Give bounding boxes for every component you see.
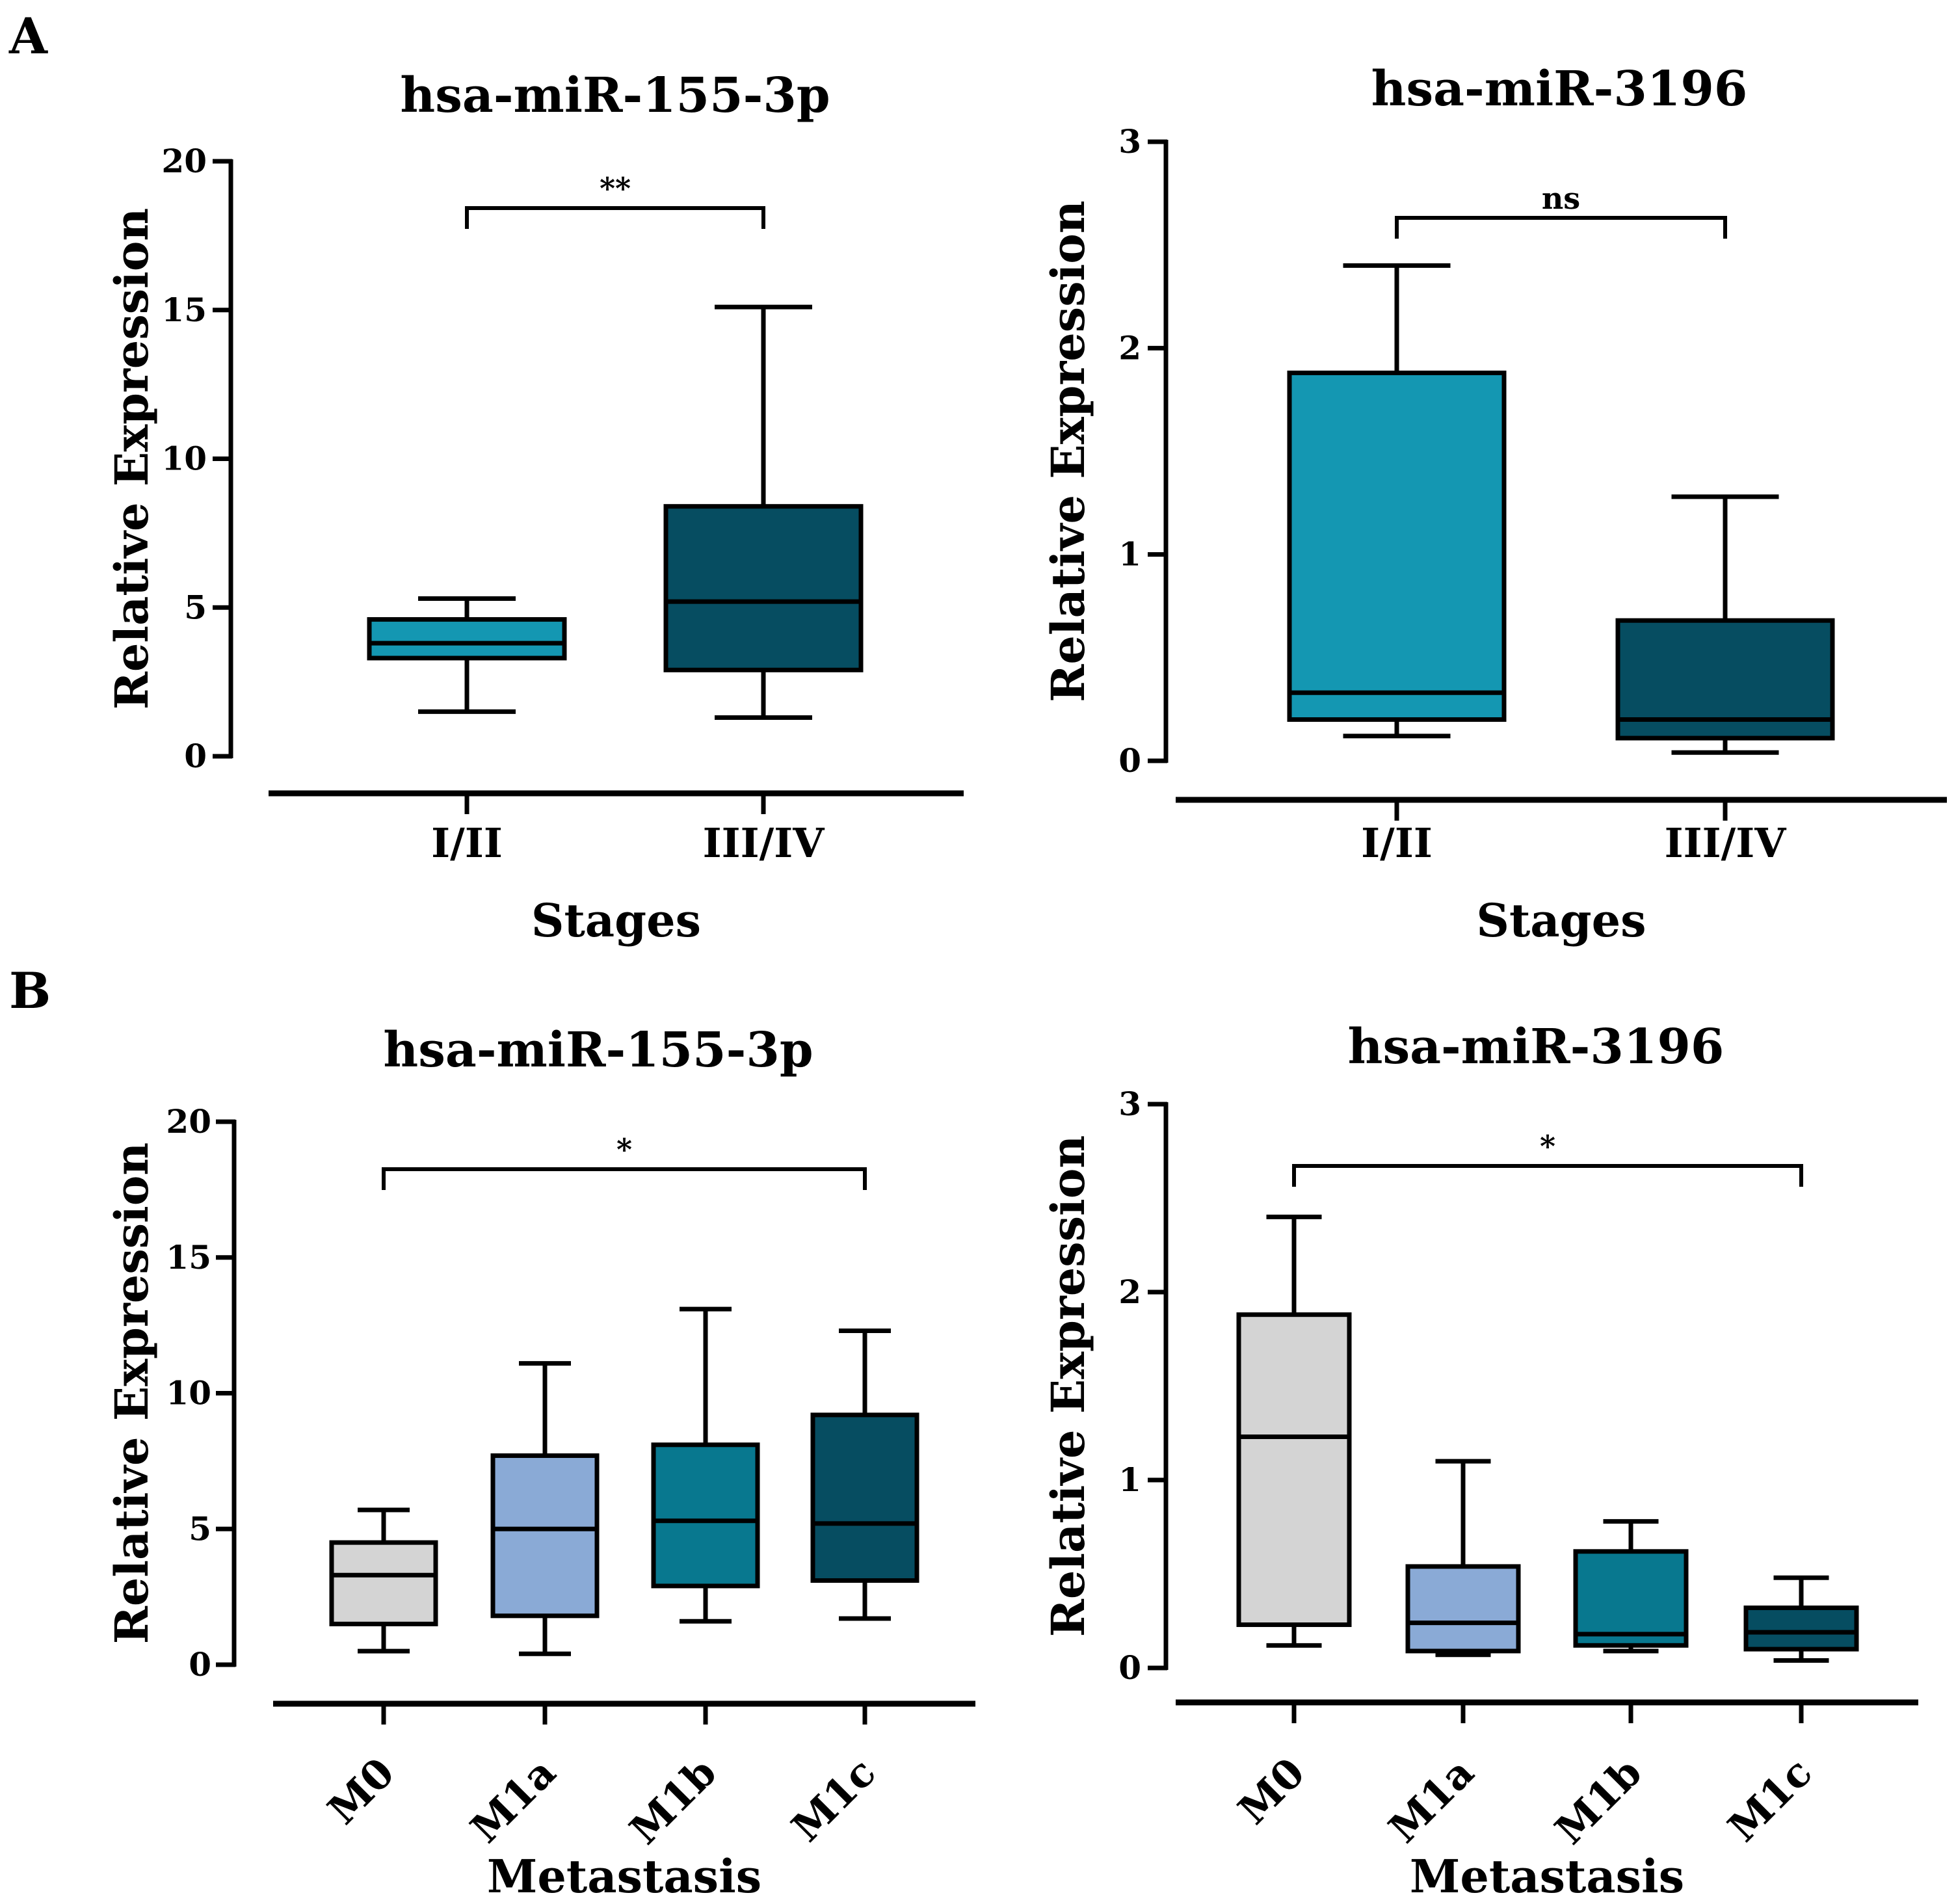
box-body	[1405, 1564, 1521, 1654]
significance-bracket	[465, 206, 765, 229]
significance-bracket	[382, 1167, 867, 1190]
box-body	[367, 617, 567, 661]
box-1	[1615, 494, 1835, 755]
y-tick-label: 0	[1118, 741, 1141, 780]
box-1	[1405, 1459, 1521, 1658]
chart-a-mir3196-stages: hsa-miR-3196 0 1 2 3 Relative Expression I/II I…	[1041, 61, 1947, 947]
box-body	[663, 504, 864, 672]
y-tick-label: 5	[184, 588, 207, 626]
x-category-label: M0	[319, 1749, 404, 1834]
x-axis-label: Stages	[531, 893, 701, 947]
panel-letter-b: B	[9, 962, 51, 1020]
y-tick-label: 20	[161, 142, 207, 180]
y-tick-label: 2	[1118, 1273, 1141, 1311]
y-tick-label: 2	[1118, 328, 1141, 367]
y-tick-label: 0	[184, 737, 207, 775]
box-0	[1287, 263, 1507, 739]
significance-label: *	[616, 1132, 632, 1167]
box-1	[663, 304, 864, 721]
chart-title: hsa-miR-155-3p	[383, 1022, 813, 1078]
box-body	[810, 1412, 919, 1583]
significance-label: ns	[1542, 181, 1580, 216]
y-tick-label: 10	[161, 440, 207, 478]
y-axis-label: Relative Expression	[1041, 1135, 1095, 1637]
box-body	[1743, 1606, 1859, 1652]
x-category-label: III/IV	[1665, 819, 1787, 867]
x-category-label: M1a	[1380, 1749, 1483, 1852]
box-0	[329, 1507, 438, 1654]
x-category-label: I/II	[431, 819, 503, 867]
box-0	[367, 596, 567, 714]
box-2	[651, 1306, 760, 1624]
x-category-label: M1a	[462, 1749, 565, 1852]
box-1	[490, 1361, 600, 1656]
box-body	[329, 1540, 438, 1626]
box-3	[810, 1328, 919, 1621]
box-3	[1743, 1575, 1859, 1663]
x-category-label: M1c	[782, 1749, 884, 1851]
chart-b-mir3196-metastasis: hsa-miR-3196 0 1 2 3 Relative Expression M0 M1a…	[1041, 1019, 1918, 1903]
chart-title: hsa-miR-3196	[1371, 61, 1748, 117]
y-tick-label: 0	[189, 1645, 211, 1684]
box-body	[490, 1453, 600, 1619]
x-category-label: M0	[1229, 1749, 1314, 1834]
y-tick-label: 5	[189, 1509, 211, 1548]
x-category-label: M1c	[1719, 1749, 1821, 1851]
box-body	[651, 1442, 760, 1589]
significance-label: **	[600, 171, 631, 206]
x-axis-label: Metastasis	[487, 1849, 761, 1903]
y-axis-label: Relative Expression	[105, 208, 159, 710]
x-category-label: M1b	[620, 1749, 725, 1853]
significance-bracket	[1292, 1164, 1803, 1187]
box-body	[1573, 1549, 1689, 1648]
y-tick-label: 0	[1118, 1648, 1141, 1687]
x-axis-label: Metastasis	[1410, 1849, 1684, 1903]
y-tick-label: 20	[166, 1102, 211, 1141]
chart-title: hsa-miR-155-3p	[400, 68, 830, 124]
y-axis-label: Relative Expression	[105, 1143, 159, 1645]
y-tick-label: 10	[166, 1374, 211, 1412]
y-tick-label: 1	[1118, 535, 1141, 574]
box-0	[1236, 1214, 1352, 1648]
x-axis-label: Stages	[1476, 893, 1646, 947]
x-category-label: III/IV	[703, 819, 825, 867]
y-tick-label: 15	[166, 1238, 211, 1276]
y-tick-label: 3	[1118, 122, 1141, 161]
panel-letter-a: A	[8, 7, 48, 65]
y-tick-label: 1	[1118, 1461, 1141, 1499]
y-tick-label: 15	[161, 291, 207, 329]
chart-title: hsa-miR-3196	[1348, 1019, 1725, 1075]
y-tick-label: 3	[1118, 1085, 1141, 1123]
significance-bracket	[1395, 216, 1727, 239]
box-body	[1236, 1312, 1352, 1628]
y-axis-label: Relative Expression	[1041, 200, 1095, 702]
x-category-label: M1b	[1546, 1749, 1650, 1853]
x-category-label: I/II	[1361, 819, 1433, 867]
significance-label: *	[1540, 1129, 1555, 1164]
box-body	[1287, 370, 1507, 722]
box-2	[1573, 1519, 1689, 1654]
